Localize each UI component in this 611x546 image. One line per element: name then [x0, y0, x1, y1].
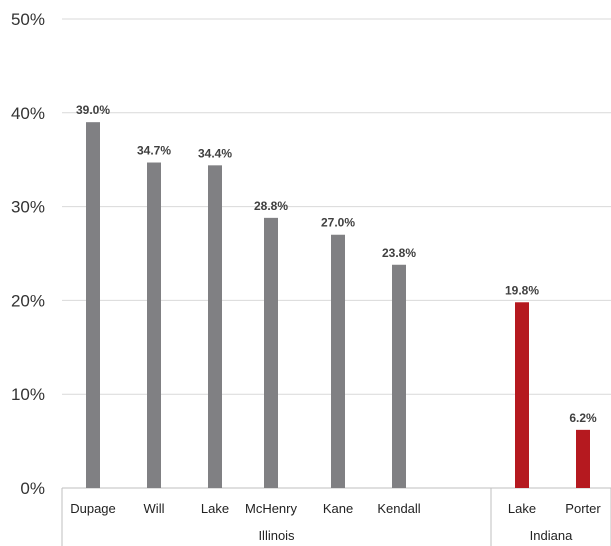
data-label: 34.4% [198, 146, 232, 160]
bar [208, 165, 222, 488]
data-label: 19.8% [505, 283, 539, 297]
data-label: 28.8% [254, 199, 288, 213]
x-tick-label: Porter [565, 501, 601, 516]
y-tick-label: 40% [11, 104, 45, 123]
x-tick-label: Dupage [70, 501, 116, 516]
y-tick-label: 0% [20, 479, 45, 498]
data-label: 27.0% [321, 216, 355, 230]
bar [576, 429, 590, 488]
bar [147, 162, 161, 489]
x-tick-label: Lake [508, 501, 536, 516]
group-label: Illinois [258, 528, 295, 543]
y-tick-label: 20% [11, 291, 45, 310]
bar [264, 217, 278, 488]
group-label: Indiana [530, 528, 573, 543]
x-tick-label: McHenry [245, 501, 298, 516]
y-tick-label: 50% [11, 10, 45, 29]
bar [86, 122, 100, 489]
data-label: 6.2% [569, 411, 597, 425]
y-tick-label: 30% [11, 198, 45, 217]
x-tick-label: Kane [323, 501, 353, 516]
data-label: 34.7% [137, 144, 171, 158]
bar [515, 302, 529, 488]
y-tick-label: 10% [11, 385, 45, 404]
data-label: 39.0% [76, 103, 110, 117]
x-tick-label: Kendall [377, 501, 420, 516]
x-tick-label: Will [144, 501, 165, 516]
bar [331, 234, 345, 488]
data-label: 23.8% [382, 246, 416, 260]
bar [392, 264, 406, 488]
x-tick-label: Lake [201, 501, 229, 516]
